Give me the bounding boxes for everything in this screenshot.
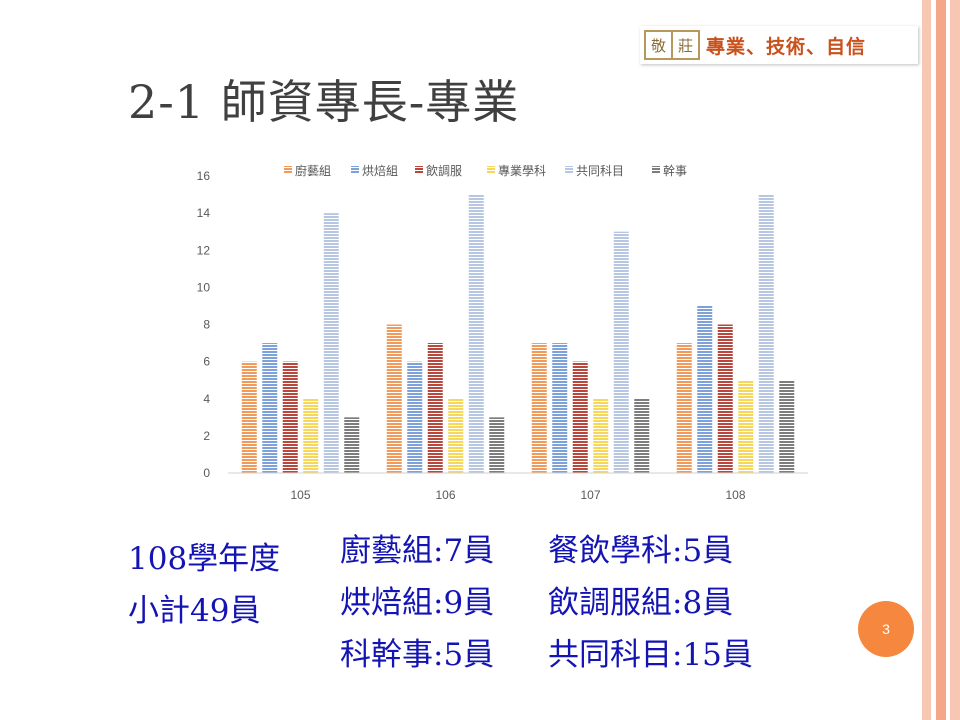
- summary-item-culinary: 廚藝組:7員: [340, 533, 495, 569]
- legend-item: 共同科目: [565, 164, 624, 178]
- decor-stripe-light: [922, 0, 931, 720]
- total-count: 小計49員: [128, 593, 261, 629]
- bar: [468, 194, 484, 473]
- bar: [634, 398, 650, 473]
- bar: [531, 343, 547, 473]
- x-tick-label: 107: [580, 488, 600, 502]
- bar: [241, 361, 257, 473]
- decor-stripe-pink: [950, 0, 960, 720]
- bar: [323, 213, 339, 473]
- summary-item-beverage: 飲調服組:8員: [548, 585, 734, 621]
- y-axis: 0 2 4 6 8 10 12 14 16: [197, 169, 211, 480]
- bar: [758, 194, 774, 473]
- school-logo-banner: 敬 莊 專業、技術、自信: [640, 26, 918, 64]
- page-title: 2-1 師資專長-專業: [128, 75, 520, 129]
- y-tick-label: 10: [197, 280, 211, 294]
- legend-label: 專業學科: [498, 164, 546, 178]
- bar: [448, 398, 464, 473]
- legend-item: 專業學科: [487, 164, 546, 178]
- slogan: 專業、技術、自信: [706, 36, 867, 58]
- bar: [282, 361, 298, 473]
- bar: [386, 324, 402, 473]
- y-tick-label: 4: [203, 392, 210, 406]
- x-axis: 105 106 107 108: [290, 488, 745, 502]
- bar: [738, 380, 754, 473]
- legend-label: 廚藝組: [295, 163, 331, 178]
- summary-item-baking: 烘焙組:9員: [340, 585, 495, 621]
- bar: [717, 324, 733, 473]
- legend-item: 廚藝組: [284, 163, 331, 178]
- bar: [262, 343, 278, 473]
- bars: [241, 194, 795, 473]
- legend-swatch: [652, 166, 660, 174]
- y-tick-label: 6: [203, 355, 210, 369]
- x-tick-label: 108: [725, 488, 745, 502]
- y-tick-label: 8: [203, 318, 210, 332]
- bar: [489, 417, 505, 473]
- y-tick-label: 0: [203, 466, 210, 480]
- x-tick-label: 105: [290, 488, 310, 502]
- decor-stripe-white: [931, 0, 936, 720]
- decor-stripe-white-2: [946, 0, 950, 720]
- bar: [613, 231, 629, 473]
- bar: [303, 398, 319, 473]
- decor-stripe-peach: [936, 0, 946, 720]
- legend-swatch: [415, 166, 423, 174]
- bar: [344, 417, 360, 473]
- bar: [572, 361, 588, 473]
- logo-char: 莊: [671, 32, 698, 58]
- bar: [427, 343, 443, 473]
- bar: [407, 361, 423, 473]
- legend-swatch: [565, 166, 573, 174]
- legend-label: 飲調服: [426, 163, 462, 178]
- legend-label: 烘焙組: [362, 163, 398, 178]
- summary-item-general: 共同科目:15員: [548, 637, 753, 673]
- bar: [779, 380, 795, 473]
- bar: [676, 343, 692, 473]
- legend-swatch: [351, 166, 359, 174]
- summary-item-food-theory: 餐飲學科:5員: [548, 533, 734, 569]
- bar-chart: 廚藝組 烘焙組 飲調服 專業學科 共同科目 幹事 0 2 4 6 8 10 12 14 16 105 106…: [197, 163, 808, 502]
- y-tick-label: 14: [197, 206, 211, 220]
- bar: [552, 343, 568, 473]
- legend-label: 幹事: [663, 163, 687, 178]
- logo-char: 敬: [650, 36, 666, 55]
- legend-item: 飲調服: [415, 163, 462, 178]
- bar: [697, 305, 713, 473]
- school-logo-icon: 敬 莊: [644, 30, 700, 60]
- chart-legend: 廚藝組 烘焙組 飲調服 專業學科 共同科目 幹事: [284, 163, 687, 178]
- legend-swatch: [487, 166, 495, 174]
- x-tick-label: 106: [435, 488, 455, 502]
- school-year-label: 108學年度: [128, 541, 281, 577]
- y-tick-label: 12: [197, 243, 211, 257]
- y-tick-label: 16: [197, 169, 211, 183]
- legend-swatch: [284, 166, 292, 174]
- legend-item: 幹事: [652, 163, 687, 178]
- summary-item-staff: 科幹事:5員: [340, 637, 495, 673]
- page-number-badge: 3: [858, 601, 914, 657]
- y-tick-label: 2: [203, 429, 210, 443]
- legend-item: 烘焙組: [351, 163, 398, 178]
- bar: [593, 398, 609, 473]
- legend-label: 共同科目: [576, 164, 624, 178]
